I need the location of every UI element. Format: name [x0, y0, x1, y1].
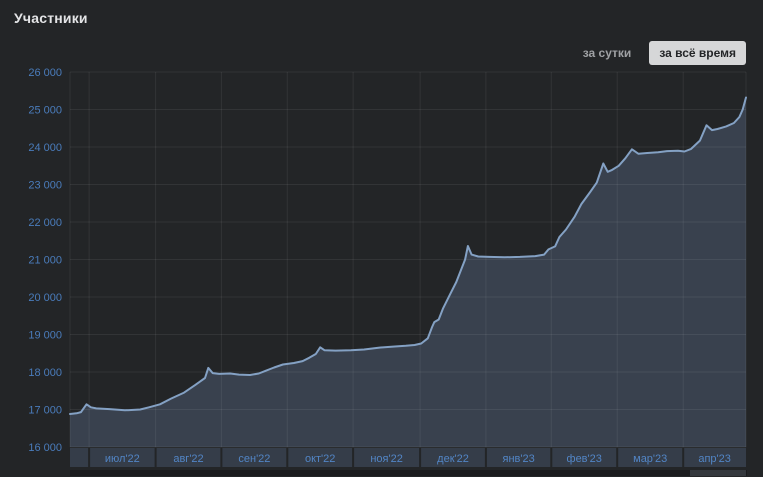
- chart-scrollbar-thumb[interactable]: [690, 470, 746, 476]
- y-axis-tick: 25 000: [28, 105, 62, 117]
- x-axis-label: июл'22: [105, 453, 140, 465]
- chart-scrollbar-track[interactable]: [70, 470, 747, 476]
- range-button-alltime[interactable]: за всё время: [649, 41, 746, 65]
- range-toolbar: за сутки за всё время: [573, 41, 746, 65]
- x-axis-label: авг'22: [173, 453, 203, 465]
- x-axis-label: окт'22: [305, 453, 335, 465]
- y-axis-tick: 16 000: [28, 442, 62, 454]
- y-axis-tick: 20 000: [28, 292, 62, 304]
- x-axis-label: дек'22: [437, 453, 469, 465]
- y-axis-tick: 23 000: [28, 180, 62, 192]
- line-series: [69, 96, 747, 415]
- area-series: [70, 97, 746, 447]
- x-axis-labels: июл'22 авг'22 сен'22 окт'22 ноя'22 дек'22 янв'…: [105, 453, 731, 465]
- y-axis-ticks: 16 000 17 000 18 000 19 000 20 000 21 000 22 0…: [28, 67, 62, 454]
- x-axis-label: мар'23: [633, 453, 667, 465]
- x-axis-label: ноя'22: [370, 453, 402, 465]
- x-axis-label: апр'23: [698, 453, 731, 465]
- x-axis-band: [70, 448, 746, 467]
- y-axis-tick: 19 000: [28, 330, 62, 342]
- page-title: Участники: [14, 10, 88, 26]
- range-button-day[interactable]: за сутки: [573, 41, 642, 65]
- x-axis-label: сен'22: [238, 453, 270, 465]
- x-axis-band-separators: [88, 448, 685, 467]
- x-axis-label: фев'23: [567, 453, 602, 465]
- y-axis-tick: 26 000: [28, 67, 62, 79]
- grid-lines: [69, 71, 747, 448]
- y-axis-tick: 17 000: [28, 405, 62, 417]
- y-axis-tick: 22 000: [28, 217, 62, 229]
- y-axis-tick: 24 000: [28, 142, 62, 154]
- x-axis-label: янв'23: [502, 453, 534, 465]
- y-axis-tick: 18 000: [28, 367, 62, 379]
- y-axis-tick: 21 000: [28, 255, 62, 267]
